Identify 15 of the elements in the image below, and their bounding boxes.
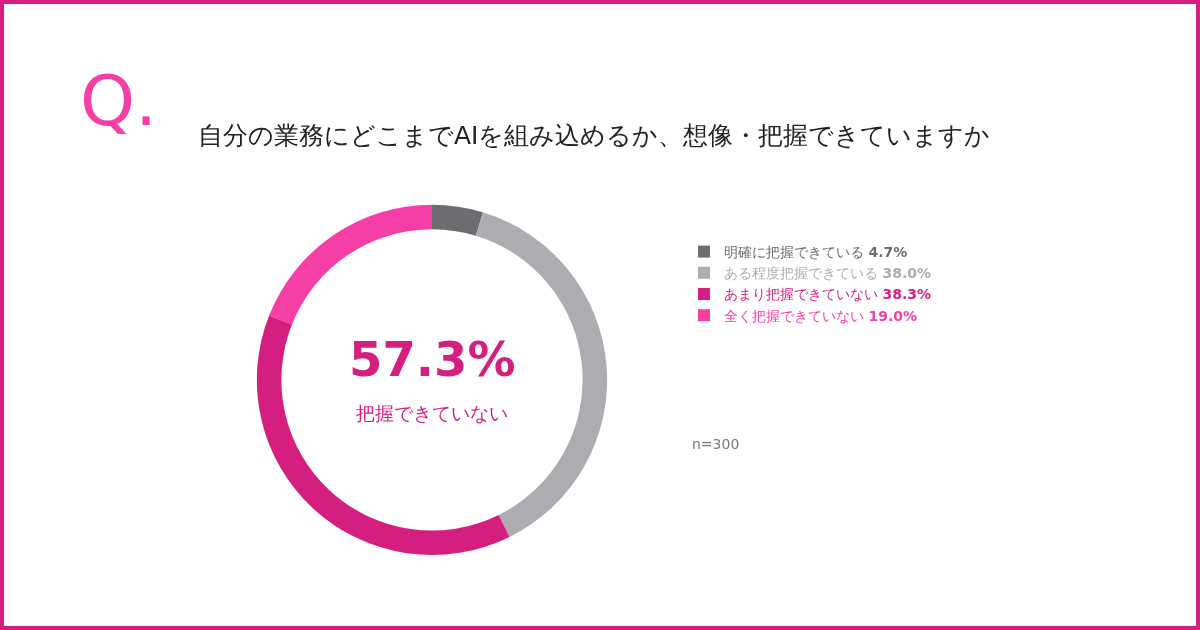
chart-title: 自分の業務にどこまでAIを組み込めるか、想像・把握できていますか xyxy=(198,121,991,151)
donut-slice xyxy=(269,204,432,325)
legend-label: あまり把握できていない xyxy=(724,286,878,303)
text: Q. xyxy=(80,60,158,142)
text: 把握できていない xyxy=(356,402,508,424)
text: 57.3% xyxy=(349,331,516,387)
data-label: 19.0% xyxy=(868,307,918,324)
data-label: 4.7% xyxy=(868,244,908,261)
legend-label: 全く把握できていない xyxy=(724,307,864,324)
legend-label: ある程度把握できている xyxy=(724,265,878,282)
donut-slice xyxy=(432,204,483,236)
legend-label: 明確に把握できている xyxy=(724,244,864,261)
data-label: 38.3% xyxy=(882,286,932,303)
text: n=300 xyxy=(692,436,740,452)
data-label: 38.0% xyxy=(882,265,932,282)
